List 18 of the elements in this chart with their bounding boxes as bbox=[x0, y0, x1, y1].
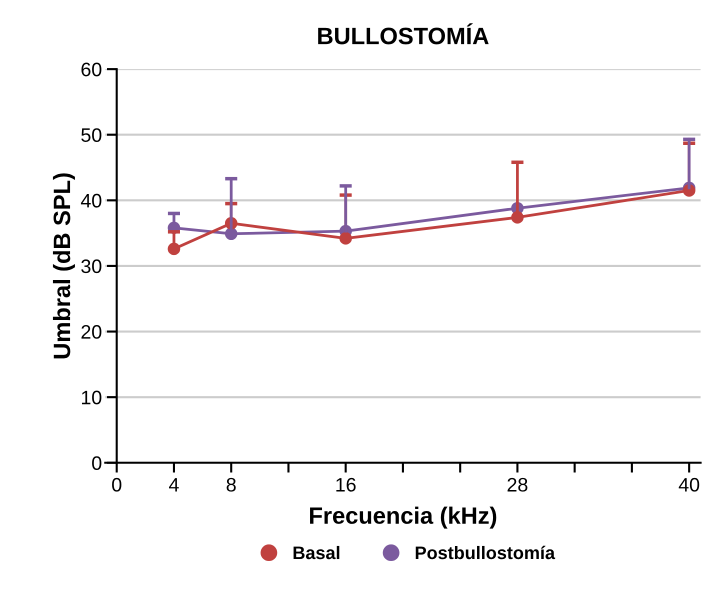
y-tick-label: 60 bbox=[81, 62, 102, 76]
y-tick-label: 30 bbox=[81, 259, 102, 274]
y-tick-label: 40 bbox=[80, 194, 102, 208]
y-tick-label: 0 bbox=[92, 456, 102, 470]
y-tick-label: 50 bbox=[81, 128, 102, 142]
x-tick-label: 28 bbox=[508, 478, 528, 492]
y-axis-title: Umbral (dB SPL) bbox=[52, 173, 75, 358]
legend-label: Postbullostomía bbox=[416, 546, 556, 560]
x-axis-title: Frecuencia (kHz) bbox=[310, 506, 496, 529]
x-tick-label: 0 bbox=[112, 478, 122, 492]
x-tick-label: 4 bbox=[169, 478, 179, 492]
x-tick-label: 16 bbox=[336, 478, 356, 492]
y-tick-label: 20 bbox=[81, 325, 102, 339]
chart-title: BULLOSTOMÍA bbox=[318, 23, 489, 44]
x-tick-label: 8 bbox=[226, 478, 236, 492]
legend-label: Basal bbox=[294, 546, 340, 560]
y-tick-label: 10 bbox=[82, 390, 102, 404]
x-tick-label: 40 bbox=[678, 478, 700, 492]
